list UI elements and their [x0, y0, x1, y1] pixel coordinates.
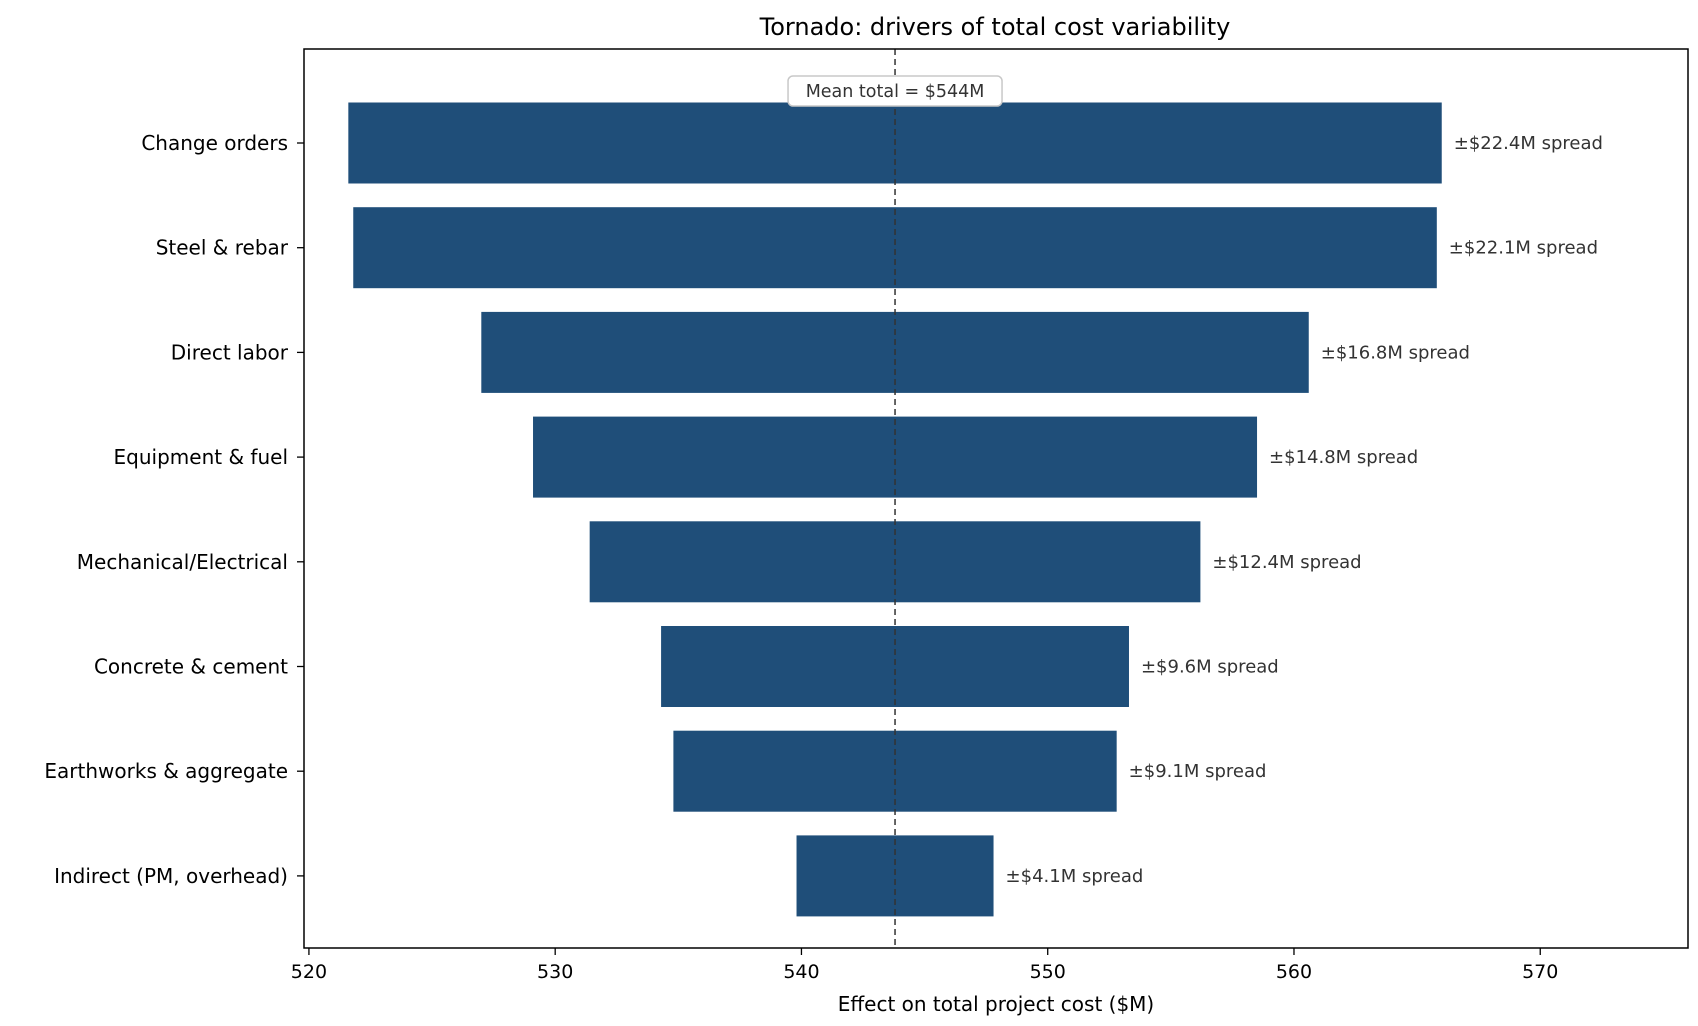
x-tick-label-2: 540 [783, 961, 819, 983]
x-tick-label-3: 550 [1030, 961, 1066, 983]
mean-label: Mean total = $544M [806, 82, 985, 102]
plot-frame [303, 48, 1689, 949]
spread-label-3: ±$14.8M spread [1269, 447, 1418, 468]
spread-label-2: ±$16.8M spread [1321, 342, 1470, 363]
x-tick-label-0: 520 [291, 961, 327, 983]
spread-label-6: ±$9.1M spread [1129, 761, 1267, 782]
x-tick-label-5: 570 [1522, 961, 1558, 983]
bars-group: ±$22.4M spread ±$22.1M spread ±$16.8M spre… [348, 102, 1603, 917]
spread-label-1: ±$22.1M spread [1449, 238, 1598, 259]
category-label-2: Direct labor [171, 340, 289, 364]
x-tick-label-1: 530 [537, 961, 573, 983]
baseline-group: Mean total = $544M [787, 49, 1003, 948]
x-axis-label: Effect on total project cost ($M) [838, 992, 1154, 1016]
chart-title: Tornado: drivers of total cost variabili… [759, 13, 1231, 41]
spread-label-0: ±$22.4M spread [1454, 133, 1603, 154]
spread-label-5: ±$9.6M spread [1141, 657, 1279, 678]
x-tick-label-4: 560 [1276, 961, 1312, 983]
category-label-3: Equipment & fuel [114, 445, 288, 469]
category-label-5: Concrete & cement [94, 655, 288, 679]
category-label-1: Steel & rebar [156, 236, 289, 260]
category-label-7: Indirect (PM, overhead) [54, 864, 288, 888]
category-label-0: Change orders [141, 131, 288, 155]
category-label-4: Mechanical/Electrical [77, 550, 288, 574]
y-axis: Change orders Steel & rebar Direct labor Eq… [44, 131, 304, 888]
bar-3 [533, 416, 1258, 498]
x-axis: 520 530 540 550 560 570 [291, 948, 1558, 983]
category-label-6: Earthworks & aggregate [44, 759, 288, 783]
mean-label-box [787, 75, 1003, 107]
spread-label-4: ±$12.4M spread [1212, 552, 1361, 573]
spread-label-7: ±$4.1M spread [1006, 866, 1144, 887]
